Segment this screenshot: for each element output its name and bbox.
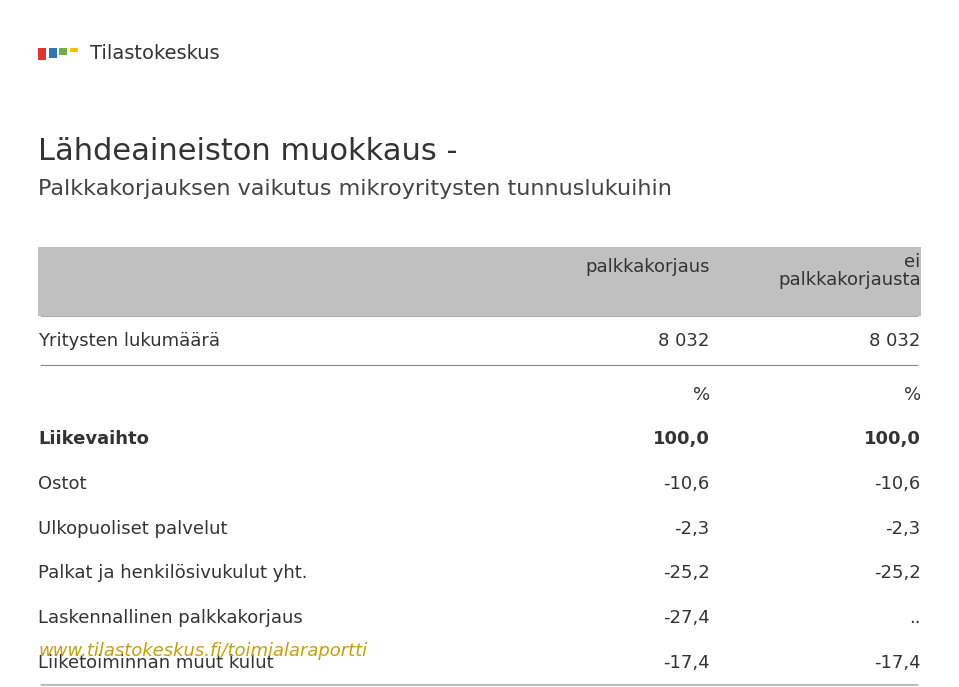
Text: Laskennallinen palkkakorjaus: Laskennallinen palkkakorjaus (38, 609, 303, 627)
Text: -10,6: -10,6 (875, 475, 921, 493)
Text: palkkakorjausta: palkkakorjausta (778, 271, 921, 289)
Text: -2,3: -2,3 (885, 519, 921, 538)
Text: %: % (903, 385, 921, 404)
Text: Liiketoiminnan muut kulut: Liiketoiminnan muut kulut (38, 653, 274, 672)
Text: Ostot: Ostot (38, 475, 87, 493)
Text: -2,3: -2,3 (674, 519, 710, 538)
Text: www.tilastokeskus.fi/toimialaraportti: www.tilastokeskus.fi/toimialaraportti (38, 642, 367, 660)
Text: -17,4: -17,4 (874, 653, 921, 672)
Text: ei: ei (904, 254, 921, 271)
Text: 100,0: 100,0 (653, 430, 710, 449)
Text: -25,2: -25,2 (663, 564, 710, 583)
Text: -27,4: -27,4 (663, 609, 710, 627)
Text: Ulkopuoliset palvelut: Ulkopuoliset palvelut (38, 519, 228, 538)
Text: Yritysten lukumäärä: Yritysten lukumäärä (38, 332, 221, 350)
Text: 8 032: 8 032 (658, 332, 710, 350)
Text: 8 032: 8 032 (869, 332, 921, 350)
Text: -10,6: -10,6 (664, 475, 710, 493)
Text: ..: .. (909, 609, 921, 627)
Text: %: % (692, 385, 710, 404)
Text: Palkkakorjauksen vaikutus mikroyritysten tunnuslukuihin: Palkkakorjauksen vaikutus mikroyritysten… (38, 179, 672, 199)
Text: palkkakorjaus: palkkakorjaus (585, 258, 710, 275)
Text: 100,0: 100,0 (864, 430, 921, 449)
Text: -17,4: -17,4 (663, 653, 710, 672)
Text: Tilastokeskus: Tilastokeskus (90, 44, 220, 63)
Text: Lähdeaineiston muokkaus -: Lähdeaineiston muokkaus - (38, 137, 457, 166)
Text: Liikevaihto: Liikevaihto (38, 430, 150, 449)
Text: Palkat ja henkilösivukulut yht.: Palkat ja henkilösivukulut yht. (38, 564, 308, 583)
Text: -25,2: -25,2 (874, 564, 921, 583)
